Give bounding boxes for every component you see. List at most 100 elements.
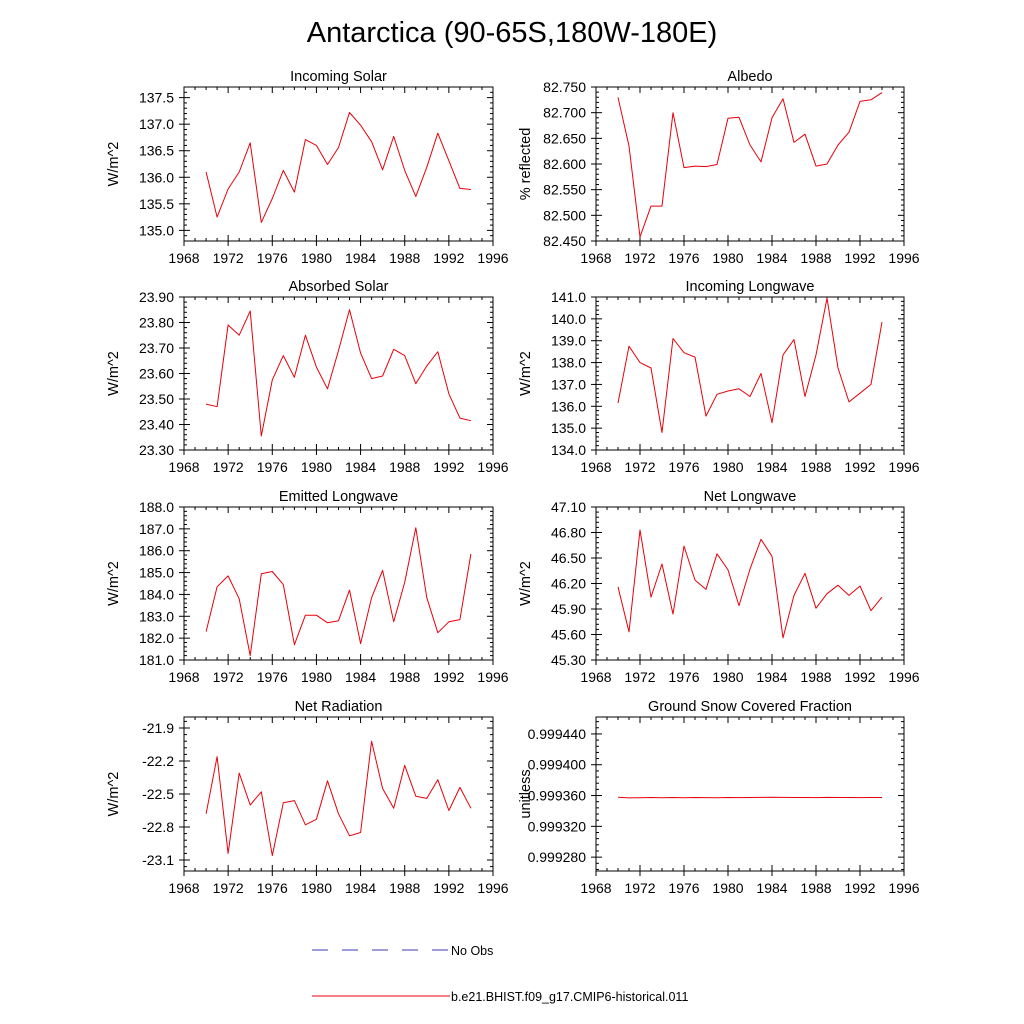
- y-axis-label: % reflected: [518, 128, 534, 201]
- y-tick-label: 46.50: [551, 550, 586, 566]
- x-tick-label: 1976: [257, 669, 288, 685]
- x-tick-label: 1980: [712, 669, 743, 685]
- panel-title: Absorbed Solar: [289, 279, 389, 295]
- y-tick-label: 135.0: [139, 222, 174, 238]
- panel-title: Emitted Longwave: [279, 489, 398, 505]
- panel-title: Incoming Longwave: [686, 279, 815, 295]
- y-tick-label: 136.0: [551, 398, 586, 414]
- panel-title: Net Radiation: [295, 699, 383, 715]
- x-tick-label: 1968: [168, 250, 199, 266]
- x-tick-label: 1996: [888, 880, 919, 896]
- x-tick-label: 1992: [844, 459, 875, 475]
- series-line-0: [617, 297, 883, 433]
- y-axis-label: W/m^2: [518, 351, 534, 396]
- y-tick-label: 82.500: [543, 207, 586, 223]
- y-tick-label: 136.0: [139, 169, 174, 185]
- figure-title: Antarctica (90-65S,180W-180E): [307, 17, 718, 49]
- x-tick-label: 1992: [844, 250, 875, 266]
- x-tick-label: 1976: [668, 880, 699, 896]
- x-tick-label: 1968: [168, 669, 199, 685]
- x-tick-label: 1984: [345, 669, 376, 685]
- x-tick-label: 1988: [800, 459, 831, 475]
- y-tick-label: 137.5: [139, 90, 174, 106]
- x-tick-label: 1996: [477, 459, 508, 475]
- x-tick-label: 1988: [389, 250, 420, 266]
- x-tick-label: 1980: [301, 669, 332, 685]
- y-tick-label: 82.750: [543, 79, 586, 95]
- x-tick-label: 1996: [888, 459, 919, 475]
- y-tick-label: -21.9: [142, 720, 174, 736]
- series-line-0: [205, 112, 471, 223]
- x-tick-label: 1980: [301, 250, 332, 266]
- y-tick-label: 23.80: [139, 315, 174, 331]
- y-tick-label: 186.0: [139, 543, 174, 559]
- legend: No Obs b.e21.BHIST.f09_g17.CMIP6-historic…: [312, 944, 688, 1004]
- y-tick-label: 23.50: [139, 391, 174, 407]
- plot-frame: [595, 296, 905, 451]
- panel-title: Net Longwave: [704, 489, 797, 505]
- y-tick-label: 139.0: [551, 333, 586, 349]
- y-axis-label: W/m^2: [106, 772, 122, 817]
- x-tick-label: 1984: [756, 459, 787, 475]
- y-tick-label: 134.0: [551, 442, 586, 458]
- x-tick-label: 1968: [580, 459, 611, 475]
- y-tick-label: 141.0: [551, 289, 586, 305]
- x-tick-label: 1980: [712, 459, 743, 475]
- x-tick-label: 1976: [668, 459, 699, 475]
- y-tick-label: 82.450: [543, 233, 586, 249]
- y-tick-label: 23.40: [139, 417, 174, 433]
- x-tick-label: 1992: [844, 880, 875, 896]
- y-tick-label: 45.90: [551, 601, 586, 617]
- y-tick-label: 188.0: [139, 499, 174, 515]
- series-line-0: [205, 527, 472, 657]
- series-line-0: [617, 529, 883, 639]
- x-tick-label: 1968: [168, 880, 199, 896]
- y-axis-label: W/m^2: [106, 351, 122, 396]
- y-tick-label: -22.8: [142, 819, 174, 835]
- x-tick-label: 1976: [257, 880, 288, 896]
- x-tick-label: 1996: [888, 250, 919, 266]
- x-tick-label: 1988: [800, 250, 831, 266]
- panel-5: Net Longwave W/m^2 1968 1972 1976 1980 1984 198…: [518, 489, 920, 685]
- plot-frame: [595, 506, 905, 661]
- y-tick-label: 82.600: [543, 156, 586, 172]
- legend-label-0: No Obs: [451, 944, 493, 958]
- y-axis-label: unitless: [518, 769, 534, 818]
- x-tick-label: 1992: [433, 250, 464, 266]
- panel-0: Incoming Solar W/m^2 1968 1972 1976 1980 1984 1…: [106, 69, 509, 266]
- y-tick-label: 185.0: [139, 565, 174, 581]
- panel-2: Absorbed Solar W/m^2 1968 1972 1976 1980 1984 1…: [106, 279, 509, 475]
- y-tick-label: 187.0: [139, 521, 174, 537]
- x-tick-label: 1972: [213, 880, 244, 896]
- y-tick-label: 0.999320: [528, 818, 587, 834]
- y-tick-label: -23.1: [142, 852, 174, 868]
- x-tick-label: 1980: [712, 250, 743, 266]
- series-line-0: [617, 796, 882, 799]
- x-tick-label: 1980: [712, 880, 743, 896]
- panel-title: Ground Snow Covered Fraction: [648, 699, 852, 715]
- y-tick-label: 0.999280: [528, 849, 587, 865]
- y-tick-label: 184.0: [139, 586, 174, 602]
- plot-frame: [183, 296, 494, 451]
- x-tick-label: 1984: [345, 880, 376, 896]
- panel-title: Albedo: [727, 69, 772, 85]
- x-tick-label: 1984: [345, 459, 376, 475]
- x-tick-label: 1976: [257, 250, 288, 266]
- y-tick-label: 23.90: [139, 289, 174, 305]
- y-tick-label: 135.0: [551, 420, 586, 436]
- plot-frame: [595, 86, 905, 242]
- plot-frame: [183, 716, 494, 872]
- y-tick-label: 23.30: [139, 442, 174, 458]
- legend-label-1: b.e21.BHIST.f09_g17.CMIP6-historical.011: [451, 990, 688, 1004]
- y-tick-label: -22.2: [142, 753, 174, 769]
- y-tick-label: 137.0: [139, 116, 174, 132]
- y-tick-label: 136.5: [139, 143, 174, 159]
- x-tick-label: 1984: [756, 669, 787, 685]
- x-tick-label: 1972: [213, 669, 244, 685]
- x-tick-label: 1968: [580, 880, 611, 896]
- x-tick-label: 1984: [756, 880, 787, 896]
- y-tick-label: 45.60: [551, 627, 586, 643]
- y-tick-label: 23.60: [139, 366, 174, 382]
- x-tick-label: 1988: [389, 880, 420, 896]
- y-tick-label: 0.999360: [528, 788, 587, 804]
